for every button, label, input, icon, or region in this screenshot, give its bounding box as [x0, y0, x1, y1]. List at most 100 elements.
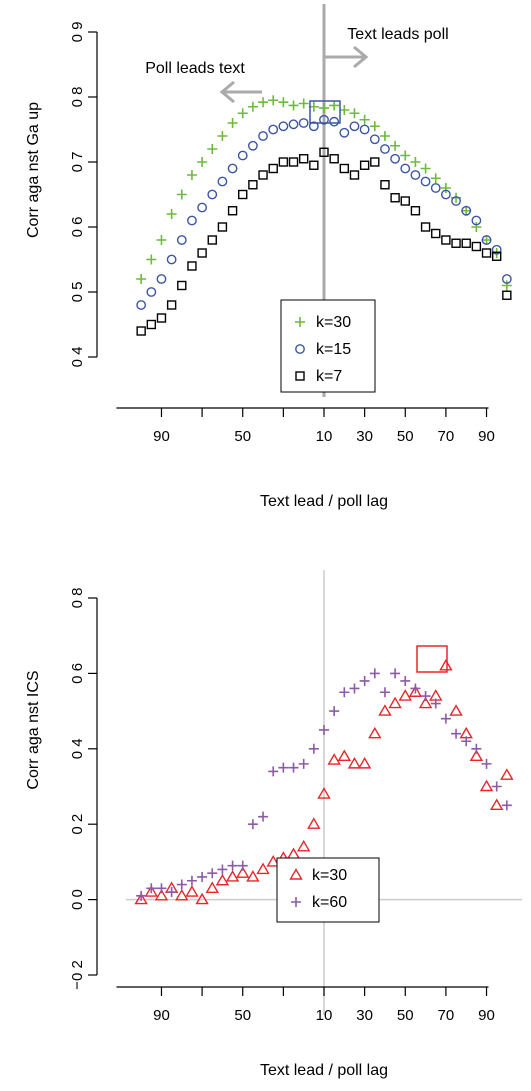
top-legend-items: k=30 k=15 k=7 — [295, 314, 351, 385]
top-series-2-point — [440, 189, 451, 200]
top-x-axis: 90 50 10 30 50 70 90 — [116, 407, 495, 445]
bottom-peak-marker-box — [416, 645, 448, 673]
top-series-1-point — [400, 150, 411, 161]
top-series-3-point — [217, 222, 228, 232]
top-series-2-point — [258, 131, 268, 141]
bot-series-1-point — [357, 756, 372, 769]
bot-series-2-point — [308, 743, 319, 754]
top-series-3-point — [319, 147, 329, 157]
top-peak-marker-box — [309, 100, 341, 124]
top-y-tick-label: 0 8 — [69, 87, 86, 108]
top-series-1-point — [278, 97, 289, 108]
top-series-3-point — [238, 189, 248, 200]
bot-series-2-point — [146, 883, 157, 894]
bot-series-2-point — [390, 668, 401, 679]
top-series-1-point — [369, 121, 380, 132]
top-series-1-point — [136, 274, 147, 284]
top-y-tick-label: 0 5 — [69, 282, 86, 303]
top-series-1-point — [430, 173, 441, 184]
top-series-1-point — [227, 118, 238, 128]
top-series-3-point — [502, 290, 512, 300]
bot-series-2-point — [410, 683, 421, 694]
top-series-3-point — [166, 300, 177, 310]
bot-series-2-point — [319, 724, 329, 735]
top-series-3-point — [207, 235, 217, 245]
bot-series-1-point — [266, 855, 280, 867]
bot-series-2-point — [247, 819, 258, 830]
top-legend-label: k=7 — [316, 368, 342, 385]
top-series-2-point — [491, 244, 502, 255]
bot-legend-marker — [291, 897, 301, 907]
bot-series-1-point — [175, 888, 189, 901]
top-series-1-point — [461, 205, 472, 216]
bot-series-2-point — [359, 675, 370, 686]
top-series-2-point — [380, 144, 390, 154]
top-series-1-point — [319, 103, 329, 114]
bot-series-2-point — [501, 800, 512, 811]
top-series-1 — [136, 95, 512, 291]
top-series-2-point — [288, 119, 299, 130]
top-series-1-point — [349, 108, 360, 119]
top-series-3 — [136, 147, 512, 336]
top-legend-label: k=15 — [316, 341, 351, 358]
bot-series-1-point — [195, 892, 209, 905]
top-series-1-point — [247, 101, 258, 112]
top-series-1-point — [207, 144, 218, 154]
top-series-2-point — [349, 121, 360, 132]
top-series-3-point — [431, 228, 441, 239]
top-series-2-point — [227, 163, 238, 174]
bot-series-2-point — [156, 883, 167, 894]
x-axis-label-top: Text lead / poll lag — [260, 493, 388, 510]
top-series-3-point — [156, 313, 167, 323]
top-series-3-point — [136, 326, 146, 336]
top-series-2-point — [247, 140, 258, 151]
top-series-1-point — [471, 222, 482, 232]
top-y-tick-label: 0 7 — [69, 152, 86, 173]
bot-series-2-point — [237, 860, 248, 871]
top-series-3-point — [410, 206, 421, 216]
bot-series-2-point — [379, 687, 390, 698]
top-series-3-point — [339, 163, 350, 174]
top-series-2-point — [176, 235, 187, 245]
top-series-2-point — [461, 205, 472, 216]
top-series-3-point — [349, 170, 360, 180]
bot-legend-label: k=30 — [312, 867, 347, 884]
top-series-3-point — [268, 163, 278, 174]
bot-series-2-point — [186, 875, 197, 886]
bot-legend-label: k=60 — [312, 894, 347, 911]
top-series-2-point — [451, 196, 461, 206]
top-series-1-point — [146, 254, 157, 265]
top-series-1-point — [420, 163, 431, 174]
top-series-1-point — [410, 157, 421, 167]
bot-series-1-point — [439, 658, 453, 671]
top-series-3-point — [197, 248, 207, 258]
top-series-2-point — [501, 274, 512, 284]
bot-series-1-point — [449, 704, 463, 716]
bot-series-1-point — [327, 753, 341, 765]
bot-series-2 — [136, 668, 512, 901]
top-series-3-point — [278, 157, 289, 167]
annotation-text-leads-poll: Text leads poll — [324, 26, 449, 69]
top-series-1-point — [186, 170, 197, 180]
top-series-3-point — [441, 235, 451, 245]
chart-top: Corr aga nst Ga up 0 4 0 5 0 6 0 7 0 8 0 9 90… — [25, 4, 512, 510]
top-series-2-point — [166, 254, 177, 265]
top-series-1-point — [288, 100, 299, 111]
bot-series-1-point — [489, 798, 504, 811]
bottom-x-axis: 90 50 10 30 50 70 90 — [116, 986, 495, 1024]
top-series-1-point — [176, 189, 187, 200]
bottom-reference-lines — [126, 570, 522, 1015]
chart-bottom: Corr aga nst ICS −0 2 0 0 0 2 0 4 0 6 0 8 90 5… — [25, 570, 522, 1079]
bot-series-2-point — [339, 687, 350, 698]
top-series-1-point — [329, 100, 340, 111]
top-series-3-point — [380, 180, 390, 190]
bot-series-2-point — [136, 890, 147, 901]
top-series-2-point — [319, 114, 329, 125]
top-series-1-point — [166, 209, 177, 219]
top-x-tick-label: 70 — [438, 428, 455, 445]
top-legend-label: k=30 — [316, 314, 351, 331]
bot-x-tick-label: 50 — [234, 1007, 251, 1024]
top-plot-area — [136, 95, 512, 336]
top-series-1-point — [268, 95, 279, 106]
bot-series-2-point — [217, 864, 228, 875]
